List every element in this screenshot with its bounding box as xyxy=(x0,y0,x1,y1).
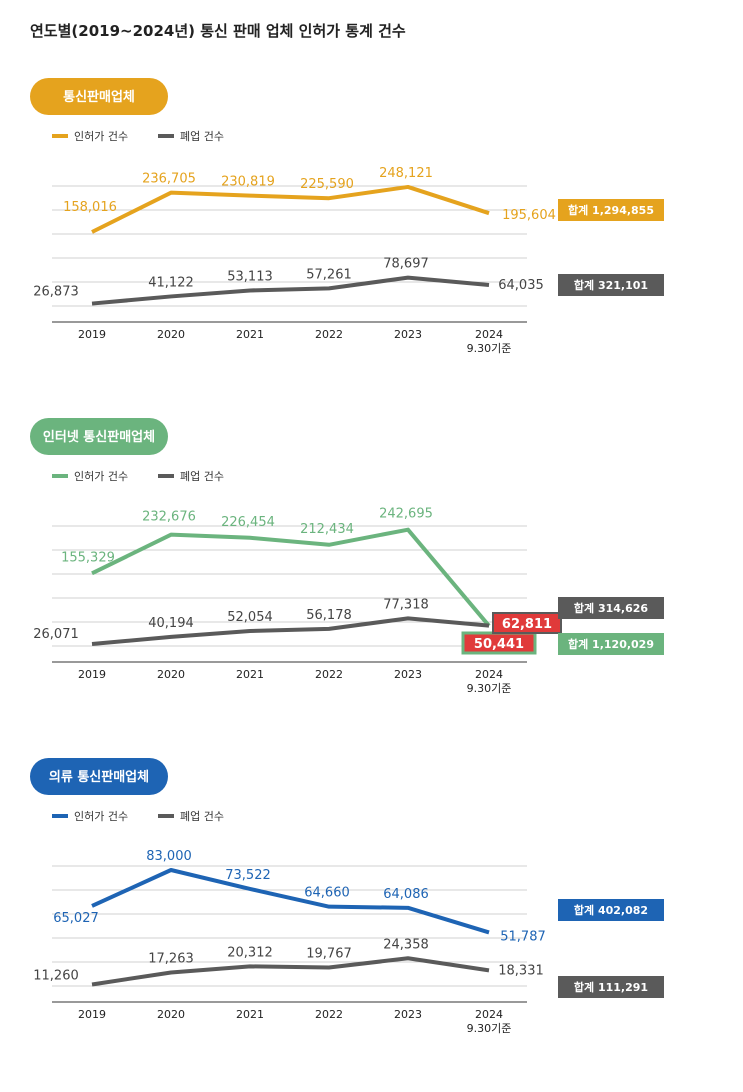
data-label-closure: 17,263 xyxy=(148,951,194,966)
series-line-closure xyxy=(91,275,490,306)
series-line-permit xyxy=(91,184,490,234)
data-label-permit: 212,434 xyxy=(300,522,354,537)
category-pill-label: 통신판매업체 xyxy=(63,89,135,105)
data-label-permit: 65,027 xyxy=(53,911,99,926)
data-label-closure: 24,358 xyxy=(383,937,429,952)
data-label-permit: 232,676 xyxy=(142,510,196,525)
x-tick-label: 2019 xyxy=(78,1008,106,1021)
series-line-closure xyxy=(91,616,490,646)
legend-label-permit: 인허가 건수 xyxy=(74,470,128,483)
data-label-closure: 64,035 xyxy=(498,278,544,293)
x-tick-label: 2019 xyxy=(78,668,106,681)
total-label-permit: 합계 1,294,855 xyxy=(568,203,654,217)
legend-label-closure: 폐업 건수 xyxy=(180,470,224,483)
x-tick-note: 9.30기준 xyxy=(467,682,512,695)
data-label-permit: 236,705 xyxy=(142,172,196,187)
x-tick-label: 2020 xyxy=(157,1008,185,1021)
x-tick-label: 2024 xyxy=(475,1008,503,1021)
data-label-closure: 57,261 xyxy=(306,267,352,282)
x-tick-label: 2022 xyxy=(315,328,343,341)
data-label-closure: 56,178 xyxy=(306,608,352,623)
legend-label-closure: 폐업 건수 xyxy=(180,130,224,143)
total-box-closure xyxy=(558,976,664,998)
data-label-permit: 248,121 xyxy=(379,166,433,181)
x-tick-label: 2023 xyxy=(394,668,422,681)
total-label-closure: 합계 321,101 xyxy=(574,278,648,292)
x-tick-label: 2022 xyxy=(315,1008,343,1021)
data-label-permit: 230,819 xyxy=(221,175,275,190)
series-line-permit xyxy=(91,527,491,628)
data-label-permit: 195,604 xyxy=(502,208,556,223)
data-label-closure: 78,697 xyxy=(383,257,429,272)
x-tick-label: 2023 xyxy=(394,1008,422,1021)
category-pill xyxy=(30,78,168,115)
data-label-closure: 62,811 xyxy=(502,617,552,632)
data-label-permit: 51,787 xyxy=(500,929,546,944)
x-tick-label: 2024 xyxy=(475,668,503,681)
x-tick-label: 2022 xyxy=(315,668,343,681)
data-label-closure: 18,331 xyxy=(498,963,544,978)
highlight-box-closure xyxy=(492,612,562,634)
x-tick-label: 2023 xyxy=(394,328,422,341)
legend-label-permit: 인허가 건수 xyxy=(74,130,128,143)
data-label-permit: 83,000 xyxy=(146,849,192,864)
data-label-permit: 155,329 xyxy=(61,550,115,565)
data-label-closure: 26,873 xyxy=(33,285,79,300)
total-box-closure xyxy=(558,597,664,619)
series-line-closure xyxy=(91,956,490,987)
data-label-closure: 52,054 xyxy=(227,610,273,625)
series-line-permit xyxy=(91,868,490,935)
data-label-closure: 20,312 xyxy=(227,945,273,960)
x-tick-note: 9.30기준 xyxy=(467,1022,512,1035)
x-tick-label: 2020 xyxy=(157,328,185,341)
x-tick-label: 2024 xyxy=(475,328,503,341)
data-label-permit: 226,454 xyxy=(221,515,275,530)
x-tick-label: 2019 xyxy=(78,328,106,341)
x-tick-label: 2020 xyxy=(157,668,185,681)
total-box-closure xyxy=(558,274,664,296)
x-tick-label: 2021 xyxy=(236,328,264,341)
total-box-permit xyxy=(558,899,664,921)
total-box-permit xyxy=(558,633,664,655)
category-pill-label: 의류 통신판매업체 xyxy=(49,769,149,785)
data-label-closure: 53,113 xyxy=(227,269,273,284)
data-label-permit: 64,086 xyxy=(383,887,429,902)
legend-label-closure: 폐업 건수 xyxy=(180,810,224,823)
data-label-closure: 11,260 xyxy=(33,968,79,983)
data-label-permit: 158,016 xyxy=(63,200,117,215)
page-title: 연도별(2019~2024년) 통신 판매 업체 인허가 통계 건수 xyxy=(30,22,406,40)
data-label-permit: 73,522 xyxy=(225,868,271,883)
total-label-permit: 합계 1,120,029 xyxy=(568,637,654,651)
total-label-closure: 합계 111,291 xyxy=(574,980,648,994)
data-label-permit: 225,590 xyxy=(300,177,354,192)
legend-label-permit: 인허가 건수 xyxy=(74,810,128,823)
data-label-permit: 50,441 xyxy=(474,637,524,652)
x-tick-label: 2021 xyxy=(236,1008,264,1021)
data-label-closure: 40,194 xyxy=(148,616,194,631)
data-label-permit: 242,695 xyxy=(379,507,433,522)
data-label-closure: 41,122 xyxy=(148,275,194,290)
x-tick-note: 9.30기준 xyxy=(467,342,512,355)
total-label-permit: 합계 402,082 xyxy=(574,903,648,917)
total-label-closure: 합계 314,626 xyxy=(574,601,649,615)
category-pill-label: 인터넷 통신판매업체 xyxy=(43,429,155,445)
category-pill xyxy=(30,418,168,455)
data-label-closure: 77,318 xyxy=(383,597,429,612)
category-pill xyxy=(30,758,168,795)
data-label-permit: 64,660 xyxy=(304,886,350,901)
data-label-closure: 26,071 xyxy=(33,627,79,642)
data-label-closure: 19,767 xyxy=(306,946,352,961)
x-tick-label: 2021 xyxy=(236,668,264,681)
total-box-permit xyxy=(558,199,664,221)
